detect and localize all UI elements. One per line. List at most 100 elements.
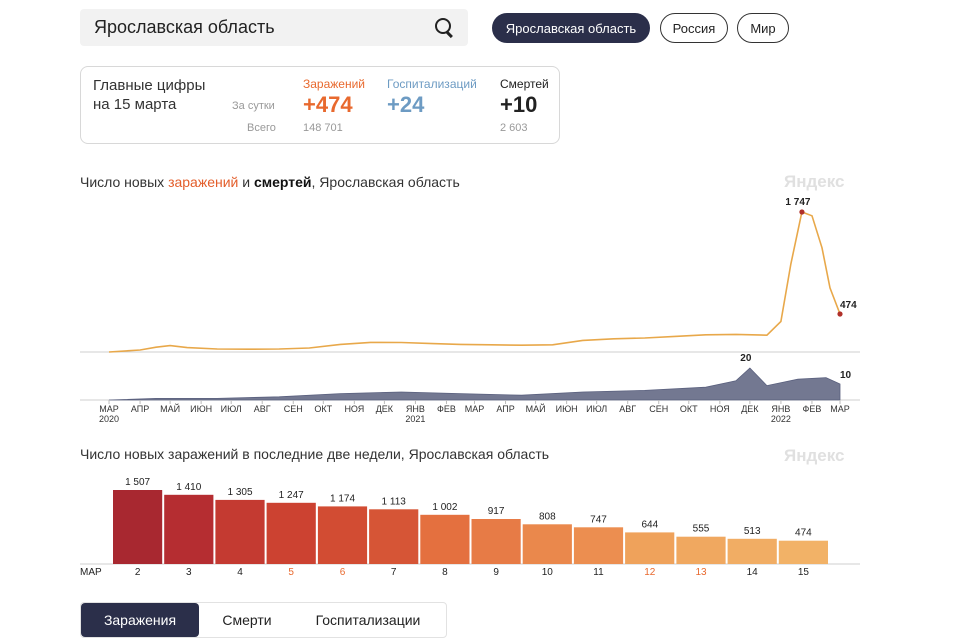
bar-4 — [215, 499, 265, 564]
year-label-0: 2020 — [99, 414, 119, 424]
per-day-label: За сутки — [232, 100, 275, 112]
bar-value-label-11: 747 — [590, 514, 607, 525]
x-tick-label-18: СЕН — [649, 404, 668, 414]
infections-label: Заражений — [303, 77, 366, 91]
x-tick-label-22: ЯНВ — [771, 404, 790, 414]
region-tab-world[interactable]: Мир — [737, 13, 789, 43]
x-tick-label-7: ОКТ — [314, 404, 332, 414]
bar-category-label-7: 7 — [391, 567, 397, 578]
x-tick-label-3: ИЮН — [190, 404, 212, 414]
annotation-label-2: 20 — [740, 353, 752, 364]
two-weeks-bar-chart: 1 507 2 1 410 3 1 305 4 1 247 5 1 174 6 1 113 7 1 00… — [80, 477, 860, 578]
bar-category-label-15: 15 — [798, 567, 810, 578]
annotation-label-0: 1 747 — [785, 197, 810, 208]
x-tick-label-10: ЯНВ — [406, 404, 425, 414]
x-tick-label-24: МАР — [830, 404, 850, 414]
bar-value-label-14: 513 — [744, 526, 761, 537]
bar-12 — [625, 532, 675, 564]
metric-tabs: Заражения Смерти Госпитализации — [80, 602, 447, 638]
bar-9 — [471, 519, 521, 564]
x-tick-label-6: СЕН — [284, 404, 303, 414]
bar-value-label-10: 808 — [539, 511, 556, 522]
x-tick-label-1: АПР — [131, 404, 149, 414]
bar-3 — [164, 494, 214, 564]
year-label-2: 2022 — [771, 414, 791, 424]
x-tick-label-15: ИЮН — [556, 404, 578, 414]
x-tick-label-9: ДЕК — [376, 404, 394, 414]
x-tick-label-8: НОЯ — [344, 404, 364, 414]
chart2-title: Число новых заражений в последние две не… — [80, 446, 550, 462]
summary-title: Главные цифры на 15 марта — [93, 77, 206, 113]
bar-value-label-7: 1 113 — [382, 496, 407, 507]
deaths-area — [108, 367, 841, 401]
bar-6 — [317, 506, 368, 564]
cases-line — [108, 210, 841, 353]
x-tick-label-2: МАЙ — [160, 403, 180, 414]
chart1-title: Число новых заражений и смертей, Ярослав… — [80, 174, 460, 190]
bar-7 — [369, 509, 419, 564]
tab-infections[interactable]: Заражения — [81, 603, 199, 637]
region-tab-yaroslavl[interactable]: Ярославская область — [492, 13, 650, 43]
bar-category-label-11: 11 — [593, 567, 604, 578]
x-tick-label-17: АВГ — [619, 404, 636, 414]
bar-5 — [266, 502, 316, 564]
bar-category-label-3: 3 — [186, 567, 192, 578]
annotation-label-3: 10 — [840, 370, 852, 381]
bar-value-label-15: 474 — [795, 528, 812, 539]
x-tick-label-20: НОЯ — [710, 404, 730, 414]
yandex-watermark-2: Яндекс — [784, 446, 845, 465]
bar-category-label-4: 4 — [237, 567, 243, 578]
bar-8 — [420, 514, 470, 564]
bar-value-label-8: 1 002 — [432, 502, 457, 513]
bar-value-label-2: 1 507 — [125, 477, 150, 488]
bar-value-label-9: 917 — [488, 506, 505, 517]
annotation-label-1: 474 — [840, 300, 857, 311]
search-input[interactable] — [92, 16, 434, 39]
annotation-dot-1 — [837, 311, 843, 317]
bar-14 — [727, 538, 777, 564]
hospital-label: Госпитализаций — [387, 77, 477, 91]
x-tick-label-11: ФЕВ — [437, 404, 456, 414]
tab-hospitalizations[interactable]: Госпитализации — [315, 612, 421, 628]
bar-15 — [778, 540, 828, 564]
bar-10 — [522, 524, 572, 564]
bar-13 — [676, 536, 726, 564]
bar-category-label-10: 10 — [542, 567, 554, 578]
bar-value-label-5: 1 247 — [279, 490, 304, 501]
year-label-1: 2021 — [405, 414, 425, 424]
x-tick-label-0: МАР — [99, 404, 119, 414]
tab-deaths[interactable]: Смерти — [222, 612, 272, 628]
bar-value-label-12: 644 — [641, 519, 658, 530]
bar-category-label-2: 2 — [135, 567, 141, 578]
x-tick-label-23: ФЕВ — [803, 404, 822, 414]
x-tick-label-13: АПР — [496, 404, 514, 414]
x-tick-label-19: ОКТ — [680, 404, 698, 414]
x-tick-label-21: ДЕК — [741, 404, 759, 414]
bar-value-label-6: 1 174 — [330, 493, 355, 504]
bar-value-label-4: 1 305 — [227, 487, 252, 498]
bar-11 — [573, 527, 624, 564]
bar-category-label-5: 5 — [288, 567, 294, 578]
x-tick-label-12: МАР — [465, 404, 485, 414]
x-tick-label-16: ИЮЛ — [586, 404, 607, 414]
bar-category-label-12: 12 — [644, 567, 656, 578]
region-tab-russia[interactable]: Россия — [660, 13, 728, 43]
summary-card: Главные цифры на 15 марта За сутки Всего … — [80, 66, 560, 144]
search-box[interactable] — [80, 9, 468, 46]
infections-daily: +474 — [303, 92, 353, 117]
hospital-daily: +24 — [387, 92, 425, 117]
search-icon[interactable] — [434, 17, 456, 39]
bar-month-label: МАР — [80, 567, 102, 578]
x-tick-label-14: МАЙ — [526, 403, 546, 414]
bar-category-label-6: 6 — [340, 567, 346, 578]
deaths-daily: +10 — [500, 92, 538, 117]
deaths-total: 2 603 — [500, 122, 528, 134]
bar-value-label-3: 1 410 — [176, 482, 201, 493]
deaths-label: Смертей — [500, 77, 549, 91]
bar-category-label-14: 14 — [747, 567, 759, 578]
yandex-watermark-1: Яндекс — [784, 172, 845, 191]
infections-total: 148 701 — [303, 122, 343, 134]
total-label: Всего — [247, 122, 276, 134]
cases-deaths-chart: 1 747 474 20 10 МАР АПР МАЙ ИЮН ИЮЛ АВГ СЕН ОКТ НОЯ… — [80, 197, 860, 424]
annotation-dot-0 — [799, 209, 805, 215]
